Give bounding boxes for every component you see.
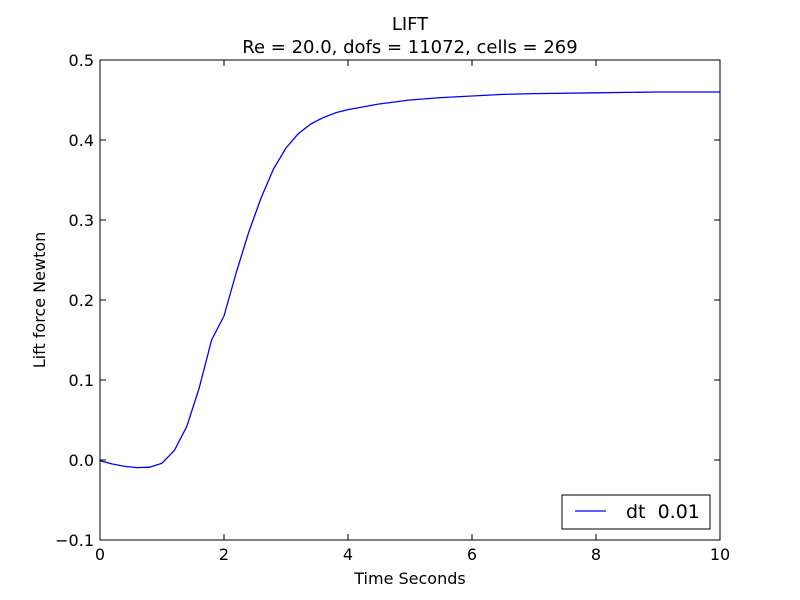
y-tick-label-5: 0.4 — [69, 131, 94, 150]
legend: dt 0.01 — [561, 494, 711, 530]
plot-area — [99, 91, 720, 469]
x-tick-label-4: 8 — [591, 545, 601, 564]
legend-box — [561, 494, 711, 530]
x-tick-label-0: 0 — [95, 545, 105, 564]
y-tick-label-6: 0.5 — [69, 51, 94, 70]
x-tick-label-3: 6 — [467, 545, 477, 564]
plot-frame — [99, 59, 721, 541]
x-tick-label-1: 2 — [219, 545, 229, 564]
x-tick-label-2: 4 — [343, 545, 353, 564]
axis-tick-labels: 0 2 4 6 8 10 −0.1 0.0 0.1 0.2 0.3 0.4 0.5 — [55, 51, 730, 564]
y-tick-label-4: 0.3 — [69, 211, 94, 230]
legend-label: dt 0.01 — [626, 501, 700, 523]
chart-title: LIFT — [392, 14, 429, 35]
series-line-0 — [99, 91, 720, 469]
chart-subtitle: Re = 20.0, dofs = 11072, cells = 269 — [242, 37, 577, 58]
y-tick-label-2: 0.1 — [69, 371, 94, 390]
y-tick-label-1: 0.0 — [69, 451, 94, 470]
x-tick-label-5: 10 — [710, 545, 730, 564]
y-tick-label-0: −0.1 — [55, 531, 94, 550]
y-axis-label: Lift force Newton — [30, 232, 49, 369]
x-axis-label: Time Seconds — [353, 569, 465, 588]
y-tick-label-3: 0.2 — [69, 291, 94, 310]
